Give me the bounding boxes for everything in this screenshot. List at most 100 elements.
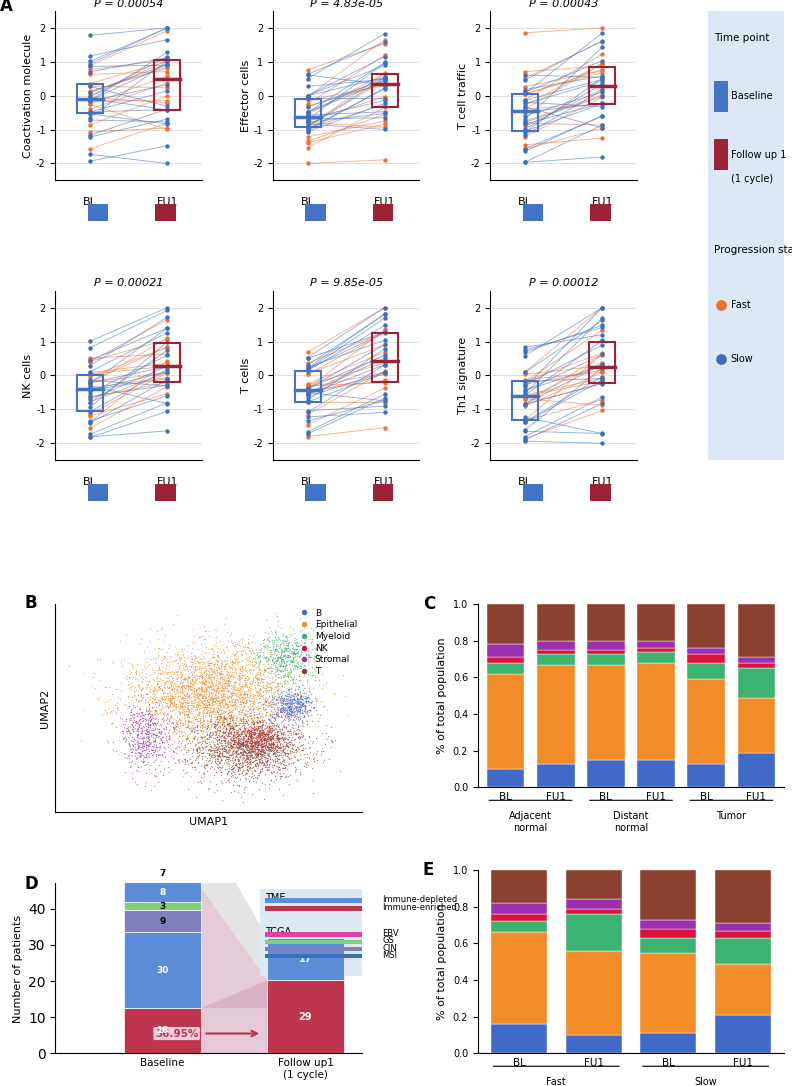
- Point: [235, 740, 248, 757]
- Point: [280, 708, 293, 725]
- Point: [185, 695, 198, 712]
- Point: [278, 702, 291, 719]
- Point: [214, 754, 227, 771]
- Point: [223, 678, 236, 695]
- Point: [227, 709, 240, 727]
- Point: [175, 648, 188, 666]
- Point: [291, 698, 303, 716]
- Point: [279, 729, 291, 746]
- Point: [246, 733, 259, 750]
- Point: [216, 674, 229, 692]
- Point: [143, 698, 155, 716]
- Point: [236, 730, 249, 747]
- Point: [219, 727, 232, 744]
- Point: [206, 689, 219, 706]
- Point: [161, 333, 173, 351]
- Point: [268, 740, 280, 757]
- Point: [237, 636, 249, 654]
- Point: [284, 691, 296, 708]
- Point: [208, 754, 221, 771]
- Point: [155, 716, 168, 733]
- Point: [227, 684, 240, 702]
- Point: [204, 679, 217, 696]
- Point: [195, 727, 208, 744]
- Point: [255, 730, 268, 747]
- Point: [132, 730, 145, 747]
- Point: [297, 728, 310, 745]
- Point: [192, 746, 205, 763]
- Point: [191, 745, 204, 762]
- Point: [204, 741, 216, 758]
- Point: [173, 673, 186, 691]
- Point: [242, 740, 255, 757]
- Point: [262, 746, 275, 763]
- Point: [234, 734, 246, 752]
- Point: [224, 742, 237, 759]
- Point: [196, 712, 209, 730]
- Point: [308, 649, 321, 667]
- Point: [279, 695, 291, 712]
- Point: [137, 670, 150, 687]
- Point: [166, 671, 179, 689]
- Point: [205, 681, 218, 698]
- Point: [213, 632, 226, 649]
- Point: [257, 737, 269, 755]
- Point: [276, 737, 288, 755]
- Point: [208, 720, 221, 737]
- Point: [230, 740, 243, 757]
- Point: [236, 734, 249, 752]
- Point: [144, 632, 157, 649]
- Point: [249, 735, 261, 753]
- Point: [200, 691, 213, 708]
- Point: [143, 757, 156, 774]
- Point: [184, 677, 196, 694]
- Point: [275, 699, 287, 717]
- Point: [215, 730, 227, 747]
- Point: [196, 694, 209, 711]
- Point: [255, 733, 268, 750]
- Point: [235, 765, 248, 782]
- Point: [117, 729, 130, 746]
- Point: [240, 745, 253, 762]
- Point: [277, 654, 290, 671]
- Point: [204, 741, 216, 758]
- Point: [519, 142, 531, 160]
- Point: [243, 717, 256, 734]
- Point: [248, 715, 261, 732]
- Point: [253, 730, 266, 747]
- Bar: [371, 74, 398, 106]
- Point: [259, 696, 272, 714]
- Point: [131, 720, 144, 737]
- Point: [183, 719, 196, 736]
- Point: [185, 664, 197, 681]
- Point: [169, 664, 182, 681]
- Point: [205, 712, 218, 730]
- Point: [284, 745, 297, 762]
- Point: [246, 749, 258, 767]
- Point: [142, 722, 154, 740]
- Point: [174, 690, 187, 707]
- Point: [265, 689, 278, 706]
- Point: [177, 677, 190, 694]
- Point: [193, 711, 206, 729]
- Point: [156, 666, 169, 683]
- Point: [263, 747, 276, 765]
- Point: [216, 720, 229, 737]
- Point: [218, 658, 230, 675]
- Point: [205, 748, 218, 766]
- Point: [211, 666, 223, 683]
- Point: [291, 693, 304, 710]
- Point: [379, 350, 391, 367]
- Point: [173, 649, 185, 667]
- Point: [596, 98, 608, 115]
- Point: [182, 744, 195, 761]
- Point: [596, 434, 608, 452]
- Point: [136, 740, 149, 757]
- Point: [132, 722, 145, 740]
- Point: [287, 705, 300, 722]
- Point: [227, 730, 239, 747]
- Point: [299, 690, 311, 707]
- Point: [196, 675, 208, 693]
- Point: [252, 743, 265, 760]
- Point: [244, 684, 257, 702]
